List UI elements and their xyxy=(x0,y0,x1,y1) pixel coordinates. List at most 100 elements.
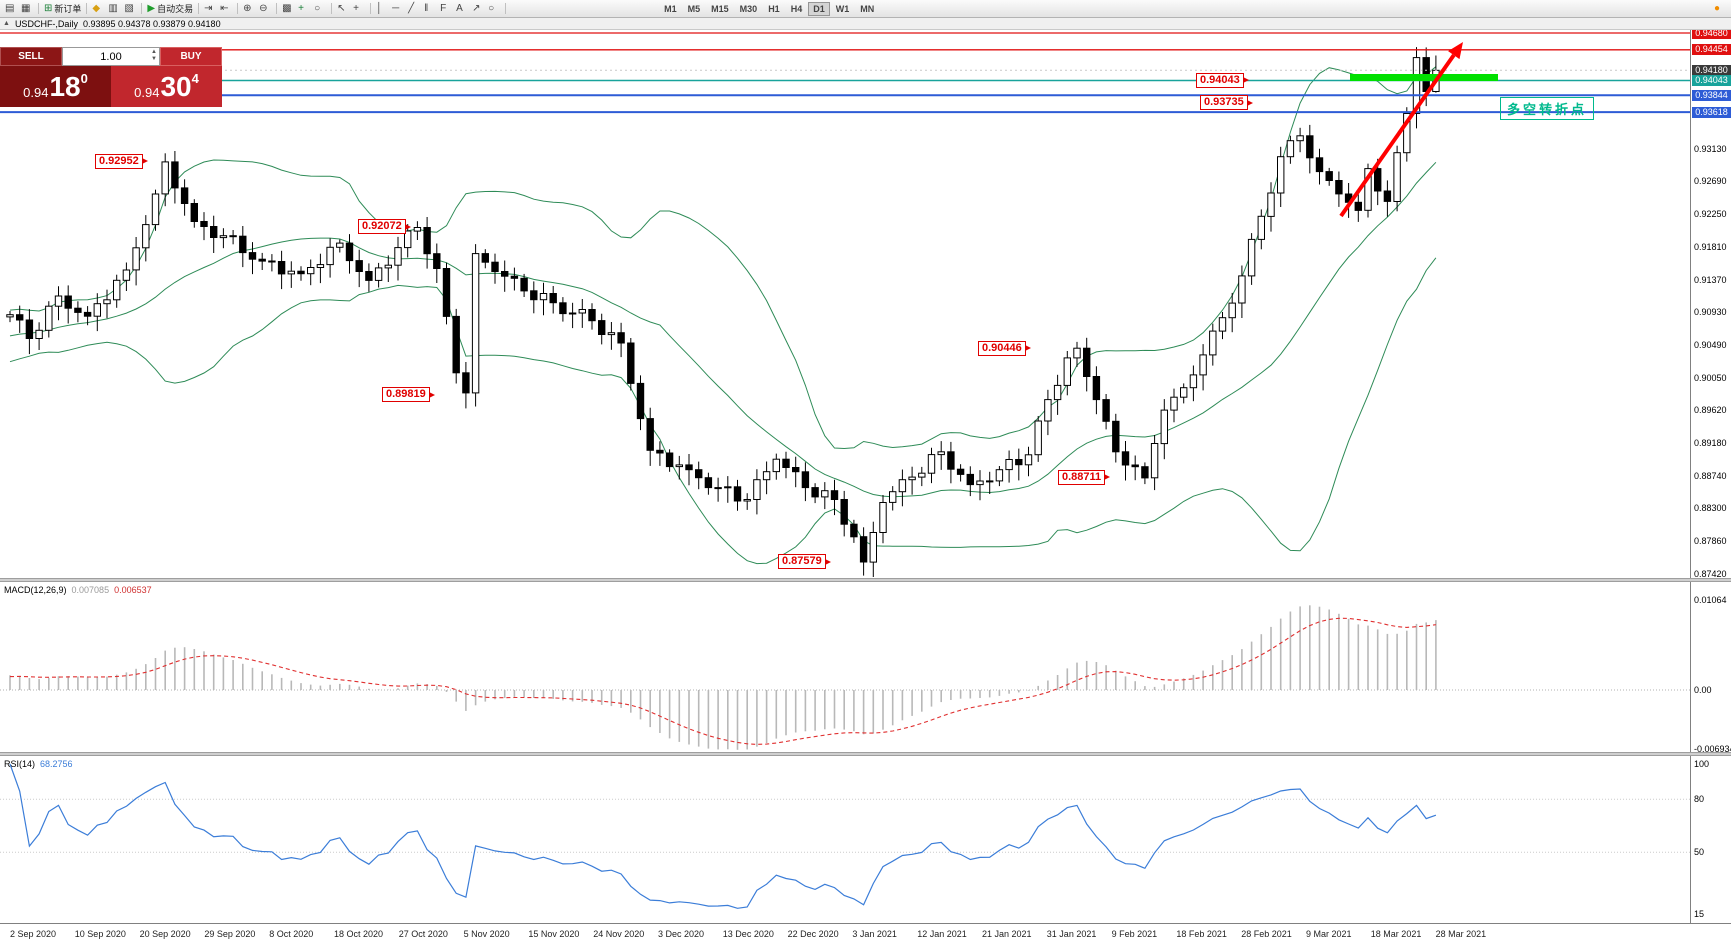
timeframe-w1[interactable]: W1 xyxy=(831,2,855,16)
cursor-button[interactable]: ↖ xyxy=(335,1,351,16)
date-axis[interactable]: 2 Sep 2020 10 Sep 2020 20 Sep 2020 29 Sep 2… xyxy=(0,923,1731,944)
equidistant-channel-button[interactable]: ‖ xyxy=(422,1,438,16)
timeframe-h1[interactable]: H1 xyxy=(763,2,785,16)
trade-prices-row: 0.94 18 0 0.94 30 4 xyxy=(0,66,222,107)
timeframe-h4[interactable]: H4 xyxy=(786,2,808,16)
price-callout[interactable]: 0.88711 xyxy=(1058,469,1111,485)
annotation-text[interactable]: 多空转折点 xyxy=(1500,97,1595,120)
price-callout[interactable]: 0.93735 xyxy=(1200,95,1253,111)
buy-button[interactable]: BUY xyxy=(160,47,222,66)
zoom-in-button[interactable]: ⊕ xyxy=(241,1,257,16)
green-resistance-bar[interactable] xyxy=(1350,74,1498,81)
sell-price[interactable]: 0.94 18 0 xyxy=(0,66,111,107)
toolbar-separator xyxy=(276,3,278,14)
strategy-tester-button[interactable]: ▧ xyxy=(122,1,138,16)
crosshair-button[interactable]: + xyxy=(351,1,367,16)
price-callout[interactable]: 0.89819 xyxy=(382,387,435,403)
vertical-line-button[interactable]: │ xyxy=(374,1,390,16)
rsi-panel-separator[interactable] xyxy=(0,752,1731,756)
timeframe-mn[interactable]: MN xyxy=(855,2,879,16)
data-window-button[interactable]: ▥ xyxy=(106,1,122,16)
new-order-label: 新订单 xyxy=(54,4,82,14)
price-grid-label: 0.90930 xyxy=(1694,307,1727,318)
expert-advisors-button[interactable]: ◆ xyxy=(90,1,106,16)
price-callout[interactable]: 0.92072 xyxy=(358,219,411,235)
macd-panel-label: MACD(12,26,9) 0.007085 0.006537 xyxy=(4,585,152,595)
volume-spinner[interactable]: ▲ ▼ xyxy=(151,49,157,63)
price-line-axis-label: 0.94680 xyxy=(1692,27,1731,39)
buy-price-prefix: 0.94 xyxy=(134,85,160,100)
auto-scroll-icon: ⇤ xyxy=(220,3,229,14)
zoom-out-button[interactable]: ⊖ xyxy=(257,1,273,16)
price-grid-label: 0.90490 xyxy=(1694,340,1727,351)
timeframe-d1[interactable]: D1 xyxy=(808,1,830,16)
date-label: 5 Nov 2020 xyxy=(463,929,510,939)
chart-shift-button[interactable]: ⇥ xyxy=(202,1,218,16)
arrows-tool-button[interactable]: ↗ xyxy=(470,1,486,16)
price-grid-label: 0.87420 xyxy=(1694,569,1727,579)
timeframe-m5[interactable]: M5 xyxy=(683,2,706,16)
period-templates-button[interactable]: ○ xyxy=(312,1,328,16)
text-label-button[interactable]: A xyxy=(454,1,470,16)
rsi-title: RSI(14) xyxy=(4,759,36,769)
chart-ohlc-values: 0.93895 0.94378 0.93879 0.94180 xyxy=(82,18,221,29)
horizontal-line-icon: ─ xyxy=(392,3,400,14)
new-order-button[interactable]: ⊞ 新订单 xyxy=(42,1,83,16)
spinner-down-icon[interactable]: ▼ xyxy=(151,56,157,62)
price-callout[interactable]: 0.92952 xyxy=(95,153,148,169)
price-grid-label: 0.92690 xyxy=(1694,176,1727,187)
price-line-axis-label: 0.94043 xyxy=(1692,75,1731,86)
notifications-icon[interactable]: ● xyxy=(1712,1,1728,16)
spinner-up-icon[interactable]: ▲ xyxy=(151,49,157,55)
tile-windows-button[interactable]: ▩ xyxy=(280,1,296,16)
price-line-axis-label: 0.94180 xyxy=(1692,64,1731,76)
price-callout[interactable]: 0.94043 xyxy=(1196,72,1249,88)
sell-button[interactable]: SELL xyxy=(0,47,62,66)
price-axis[interactable]: 0.94680 0.94454 0.94180 0.94043 0.93844 0.936… xyxy=(1690,0,1731,944)
toolbar-separator xyxy=(198,3,200,14)
rsi-axis-label: 50 xyxy=(1694,847,1705,858)
timeframe-m1[interactable]: M1 xyxy=(659,2,682,16)
toolbar-separator xyxy=(237,3,239,14)
date-label: 21 Jan 2021 xyxy=(982,929,1032,939)
date-label: 28 Feb 2021 xyxy=(1241,929,1292,939)
auto-scroll-button[interactable]: ⇤ xyxy=(218,1,234,16)
vertical-line-icon: │ xyxy=(376,3,383,14)
timeframe-m15[interactable]: M15 xyxy=(706,2,734,16)
price-callout[interactable]: 0.87579 xyxy=(778,554,831,570)
macd-axis-label: 0.00 xyxy=(1694,685,1712,695)
date-label: 8 Oct 2020 xyxy=(269,929,314,939)
horizontal-line-button[interactable]: ─ xyxy=(390,1,406,16)
autotrading-button[interactable]: ▶ 自动交易 xyxy=(145,1,195,16)
price-callout[interactable]: 0.90446 xyxy=(978,340,1031,356)
autotrading-label: 自动交易 xyxy=(157,4,194,14)
timeframe-m30[interactable]: M30 xyxy=(735,2,763,16)
date-label: 18 Oct 2020 xyxy=(334,929,384,939)
new-chart-icon: ▤ xyxy=(5,3,15,14)
macd-signal-value: 0.006537 xyxy=(114,585,152,595)
macd-axis-label: -0.006934 xyxy=(1694,743,1731,754)
indicators-button[interactable]: + xyxy=(296,1,312,16)
price-line-axis-label: 0.93844 xyxy=(1692,89,1731,101)
period-templates-icon: ○ xyxy=(314,3,321,14)
trendline-button[interactable]: ╱ xyxy=(406,1,422,16)
price-line-axis-label: 0.94454 xyxy=(1692,44,1731,56)
macd-panel-separator[interactable] xyxy=(0,578,1731,582)
rsi-axis-label: 80 xyxy=(1694,794,1705,805)
fibonacci-button[interactable]: F xyxy=(438,1,454,16)
tile-windows-icon: ▩ xyxy=(282,3,292,14)
new-chart-button[interactable]: ▤ xyxy=(3,1,19,16)
macd-signal-line xyxy=(9,617,1436,745)
toolbar-separator xyxy=(141,3,143,14)
arrows-tool-icon: ↗ xyxy=(472,3,481,14)
buy-price[interactable]: 0.94 30 4 xyxy=(111,66,222,107)
sell-price-prefix: 0.94 xyxy=(23,85,49,100)
volume-input[interactable]: 1.00 ▲ ▼ xyxy=(62,47,160,66)
macd-title: MACD(12,26,9) xyxy=(4,585,67,595)
red-trend-arrow[interactable] xyxy=(1339,42,1463,218)
price-grid-label: 0.87860 xyxy=(1694,536,1727,547)
chart-profiles-button[interactable]: ▦ xyxy=(19,1,35,16)
shapes-tool-button[interactable]: ○ xyxy=(486,1,502,16)
date-label: 10 Sep 2020 xyxy=(74,929,126,939)
